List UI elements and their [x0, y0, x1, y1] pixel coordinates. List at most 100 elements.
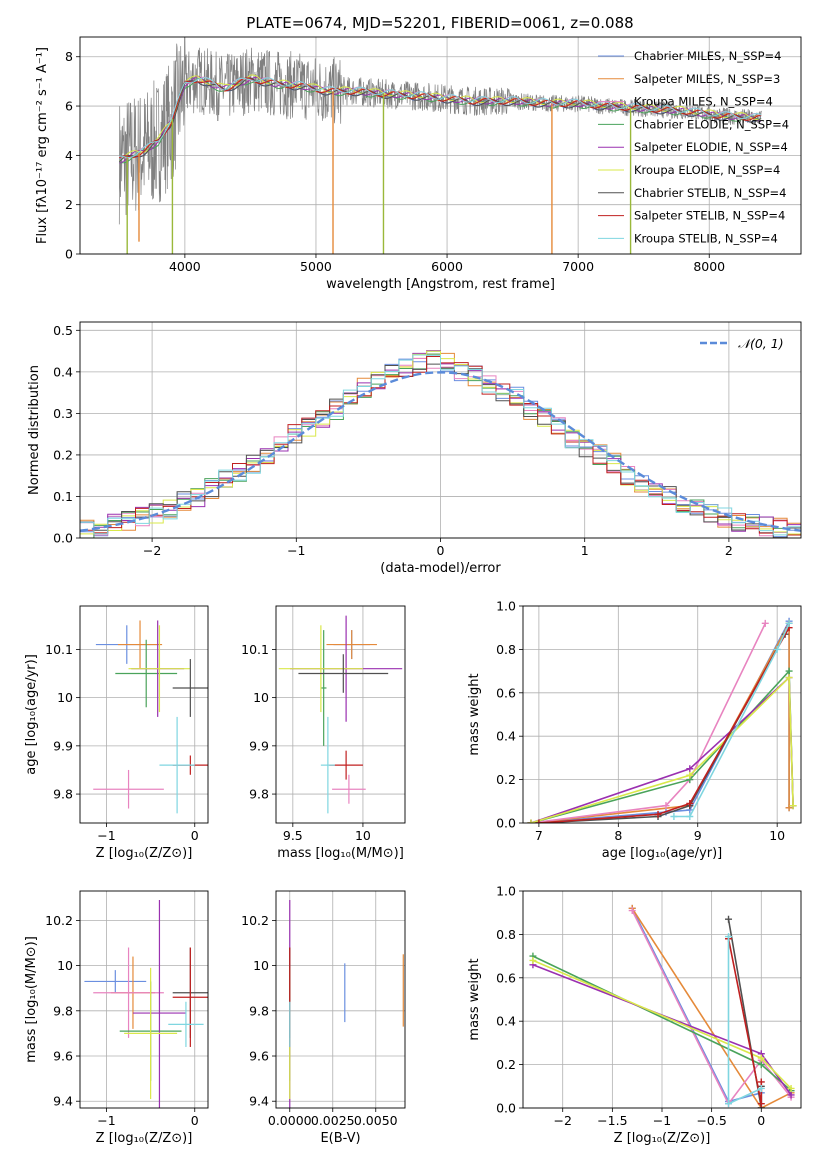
x-tick-label: 2: [725, 543, 733, 558]
y-tick-label: 0.2: [496, 772, 516, 787]
axes-frame: [522, 605, 802, 824]
y-tick-label: 10.1: [45, 642, 73, 657]
legend-label: Kroupa ELODIE, N_SSP=4: [634, 163, 780, 177]
y-axis-label: mass weight: [467, 673, 482, 755]
x-tick-label: −1: [97, 828, 115, 843]
y-tick-label: 0.8: [496, 927, 516, 942]
plot-area: [529, 904, 795, 1108]
weight-marker: [787, 1091, 795, 1099]
panel-weight-vs-Z: −2 −1.5 −1 −0.5 0 0.0 0.2 0.4 0.6 0.8 1.0 Z [log₁₀(…: [467, 884, 802, 1146]
y-tick-label: 10: [57, 958, 73, 973]
y-tick-label: 10.2: [241, 913, 269, 928]
plot-area: [93, 620, 208, 814]
panel-age-vs-mass: 9.5 10 9.8 9.9 10 10.1 mass [log₁₀(M/M⊙)]: [241, 605, 406, 861]
weight-marker: [535, 819, 543, 823]
weight-marker: [670, 812, 678, 820]
x-tick-label: 5000: [300, 259, 332, 274]
x-tick-label: 4000: [169, 259, 201, 274]
x-tick-label: 7000: [562, 259, 594, 274]
legend-label: Kroupa STELIB, N_SSP=4: [634, 231, 778, 245]
x-tick-label: 9.5: [283, 828, 303, 843]
y-tick-label: 0.6: [496, 685, 516, 700]
y-tick-label: 10.1: [241, 642, 269, 657]
y-tick-label: 9.6: [249, 1049, 269, 1064]
weight-marker: [529, 956, 537, 964]
x-tick-label: 9: [694, 828, 702, 843]
plot-area: [278, 615, 403, 814]
normal-curve: [80, 371, 801, 532]
panel-residuals: −2 −1 0 1 2 0.0 0.1 0.2 0.3 0.4 0.5 (data-model)/er…: [27, 321, 802, 576]
weight-marker: [654, 810, 662, 818]
x-tick-label: 0: [191, 1113, 199, 1128]
plot-area: [80, 350, 801, 538]
x-tick-label: −1: [653, 1113, 671, 1128]
x-tick-label: −2: [553, 1113, 571, 1128]
y-tick-label: 0.1: [53, 489, 73, 504]
weight-line: [538, 633, 786, 823]
weight-marker: [785, 667, 793, 675]
x-tick-label: 8000: [693, 259, 725, 274]
legend-label: Salpeter MILES, N_SSP=3: [634, 72, 780, 86]
weight-line: [530, 675, 794, 823]
weight-marker: [757, 1054, 765, 1062]
x-tick-label: 6000: [431, 259, 463, 274]
legend-label: Salpeter STELIB, N_SSP=4: [634, 209, 785, 223]
weight-marker: [785, 804, 793, 812]
y-tick-label: 0.3: [53, 406, 73, 421]
y-tick-label: 1.0: [496, 599, 516, 614]
y-tick-label: 10: [253, 958, 269, 973]
y-axis-label: Normed distribution: [27, 365, 42, 495]
y-axis-label: Flux [fλ10⁻¹⁷ erg cm⁻² s⁻¹ A⁻¹]: [35, 47, 50, 244]
x-tick-label: −2: [143, 543, 161, 558]
axes-frame: [79, 321, 802, 539]
x-axis-label: E(B-V): [320, 1131, 360, 1146]
panel-age-vs-Z: −1 0 9.8 9.9 10 10.1 Z [log₁₀(Z/Z⊙)] age [log₁₀…: [24, 605, 209, 861]
x-tick-label: −1: [97, 1113, 115, 1128]
weight-marker: [773, 645, 781, 653]
y-tick-label: 0.4: [496, 729, 516, 744]
x-tick-label: −0.5: [696, 1113, 726, 1128]
y-tick-label: 6: [65, 99, 73, 114]
model-line: [119, 77, 762, 159]
plot-area: [118, 37, 762, 254]
weight-marker: [757, 1078, 765, 1086]
axes-frame: [79, 890, 209, 1109]
y-tick-label: 0.4: [53, 364, 73, 379]
y-tick-label: 9.9: [53, 738, 73, 753]
panel-spectrum: 4000 5000 6000 7000 8000 0 2 4 6 8 wavelength [Ang…: [35, 36, 802, 292]
y-tick-label: 0.2: [53, 447, 73, 462]
y-axis-label: mass weight: [467, 958, 482, 1040]
x-tick-label: 0.0050: [354, 1113, 398, 1128]
y-tick-label: 0.6: [496, 970, 516, 985]
figure-title: PLATE=0674, MJD=52201, FIBERID=0061, z=0…: [246, 14, 633, 32]
plot-area: [289, 900, 404, 1108]
y-tick-label: 4: [65, 148, 73, 163]
panel-mass-vs-Z: −1 0 9.4 9.6 9.8 10 10.2 Z [log₁₀(Z/Z⊙)] mass [l…: [24, 890, 209, 1146]
x-tick-label: 0: [191, 828, 199, 843]
weight-line: [530, 623, 767, 823]
x-tick-label: 10: [769, 828, 785, 843]
y-tick-label: 10: [57, 690, 73, 705]
x-tick-label: 0.0025: [311, 1113, 355, 1128]
x-axis-label: Z [log₁₀(Z/Z⊙)]: [614, 1131, 711, 1146]
weight-line: [631, 910, 792, 1106]
weight-line: [530, 675, 794, 823]
y-tick-label: 9.6: [53, 1049, 73, 1064]
weight-line: [530, 620, 790, 823]
y-tick-label: 9.4: [53, 1094, 73, 1109]
weight-marker: [686, 812, 694, 820]
x-tick-label: 1: [581, 543, 589, 558]
y-tick-label: 9.8: [53, 1003, 73, 1018]
y-tick-label: 0.8: [496, 642, 516, 657]
y-tick-label: 0.2: [496, 1057, 516, 1072]
weight-marker: [628, 907, 636, 915]
x-axis-label: age [log₁₀(age/yr)]: [602, 846, 723, 861]
x-tick-label: 0: [757, 1113, 765, 1128]
weight-marker: [686, 771, 694, 779]
weight-line: [538, 627, 790, 823]
weight-marker: [686, 765, 694, 773]
weight-marker: [787, 1084, 795, 1092]
x-tick-label: 0: [437, 543, 445, 558]
y-tick-label: 0.5: [53, 323, 73, 338]
